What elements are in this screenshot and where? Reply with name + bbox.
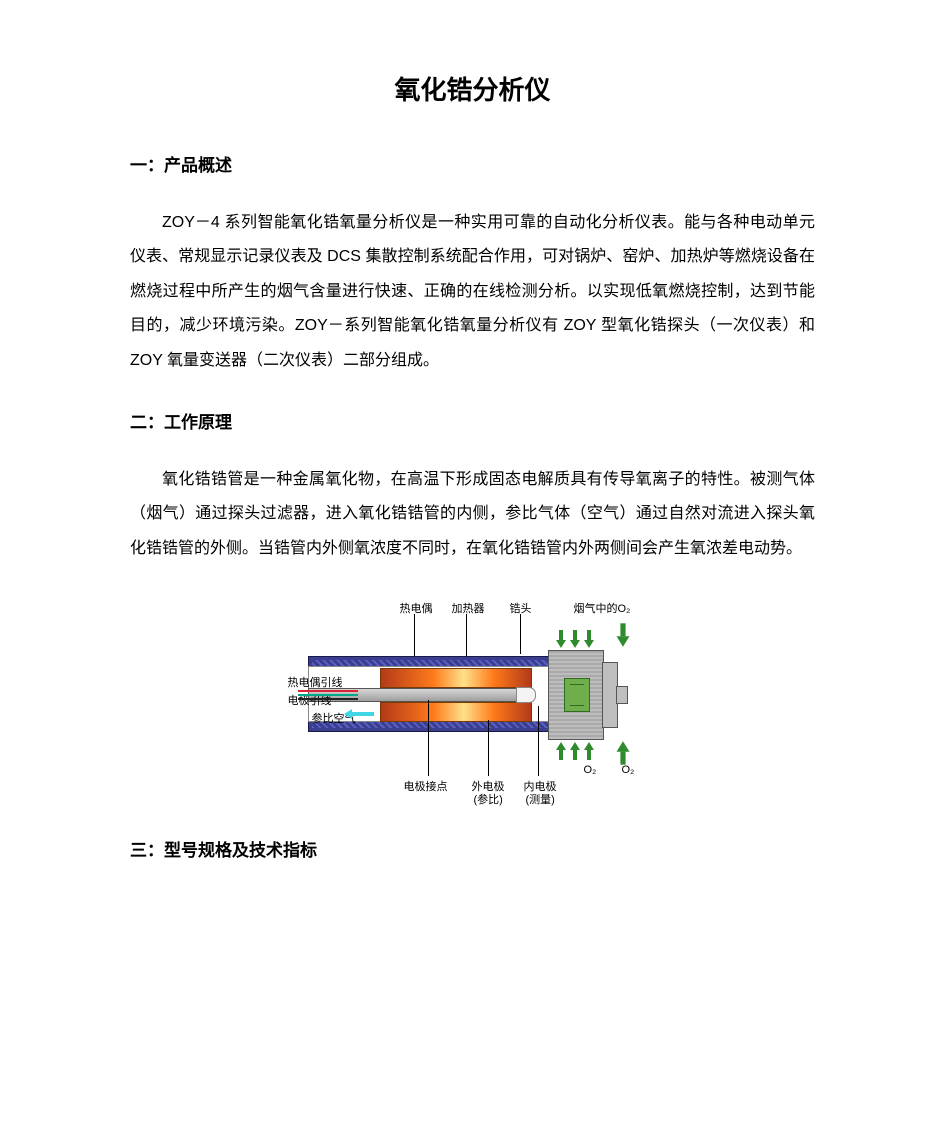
label-thermocouple: 热电偶 (400, 600, 433, 616)
diagram-container: 热电偶 加热器 锆头 烟气中的O₂ 热电偶引线 电极引线 参比空气 (130, 596, 815, 806)
heater-top (380, 668, 532, 688)
wire-red (298, 690, 358, 692)
leader-probe-head (520, 614, 521, 654)
o2-arrow-icon (556, 742, 566, 760)
ref-air-arrow-icon (344, 709, 374, 719)
o2-arrow-icon (616, 623, 629, 646)
label-flue-o2: 烟气中的O₂ (574, 600, 631, 616)
o2-arrow-icon (570, 630, 580, 648)
section-1-heading: 一：产品概述 (130, 151, 815, 176)
label-probe-head: 锆头 (510, 600, 532, 616)
o2-arrow-icon (570, 742, 580, 760)
leader-outer-electrode (488, 720, 489, 776)
zirconia-probe-diagram: 热电偶 加热器 锆头 烟气中的O₂ 热电偶引线 电极引线 参比空气 (288, 596, 658, 806)
sensor-head-nub (616, 686, 628, 704)
label-o2-b: O₂ (622, 764, 635, 776)
o2-arrow-icon (616, 741, 629, 764)
o2-arrow-icon (556, 630, 566, 648)
label-tc-lead: 热电偶引线 (288, 674, 343, 690)
heater-bottom (380, 702, 532, 722)
rod-tip (516, 687, 536, 703)
label-electrode-contact: 电极接点 (404, 778, 448, 794)
leader-electrode-contact (428, 700, 429, 776)
section-1-body: ZOY－4 系列智能氧化锆氧量分析仪是一种实用可靠的自动化分析仪表。能与各种电动… (130, 206, 815, 378)
label-outer-electrode-l2: (参比) (474, 791, 503, 807)
wire-teal (298, 694, 358, 696)
label-o2-a: O₂ (584, 764, 597, 776)
o2-arrow-icon (584, 630, 594, 648)
wire-black (298, 698, 358, 700)
page-title: 氧化锆分析仪 (130, 70, 815, 107)
label-inner-electrode-l2: (测量) (526, 791, 555, 807)
section-3-heading: 三：型号规格及技术指标 (130, 836, 815, 861)
inner-electrode (564, 678, 590, 712)
section-2-body: 氧化锆锆管是一种金属氧化物，在高温下形成固态电解质具有传导氧离子的特性。被测气体… (130, 463, 815, 566)
section-2-heading: 二：工作原理 (130, 408, 815, 433)
document-page: 氧化锆分析仪 一：产品概述 ZOY－4 系列智能氧化锆氧量分析仪是一种实用可靠的… (0, 0, 945, 1123)
leader-inner-electrode (538, 706, 539, 776)
label-heater: 加热器 (452, 600, 485, 616)
o2-arrow-icon (584, 742, 594, 760)
